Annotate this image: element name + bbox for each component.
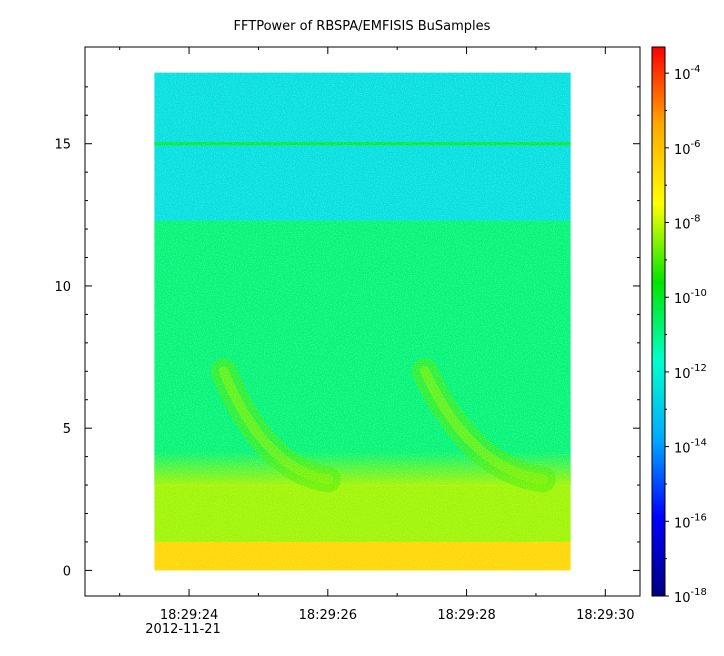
x-tick-sublabel: 2012-11-21 xyxy=(145,622,221,637)
plot-area xyxy=(85,47,640,596)
colorbar-tick-label: 10-12 xyxy=(674,363,707,382)
colorbar-tick-base: 10 xyxy=(674,143,691,158)
colorbar-tick-exponent: -8 xyxy=(691,214,701,225)
x-tick-label: 18:29:26 xyxy=(299,608,357,623)
colorbar-tick-exponent: -4 xyxy=(691,64,701,75)
x-tick-label: 18:29:28 xyxy=(437,608,495,623)
colorbar-tick-label: 10-18 xyxy=(674,587,707,606)
colorbar-tick-exponent: -10 xyxy=(691,288,707,299)
colorbar-tick-exponent: -12 xyxy=(691,363,707,374)
plot-frame xyxy=(84,46,641,597)
y-tick-label: 5 xyxy=(63,422,71,437)
colorbar-tick-base: 10 xyxy=(674,516,691,531)
colorbar-tick-exponent: -6 xyxy=(691,139,701,150)
colorbar-tick-base: 10 xyxy=(674,367,691,382)
x-tick-label: 18:29:30 xyxy=(576,608,634,623)
colorbar-tick-label: 10-4 xyxy=(674,64,701,83)
colorbar-tick-base: 10 xyxy=(674,218,691,233)
heatmap-noise xyxy=(154,72,571,571)
colorbar-tick-base: 10 xyxy=(674,591,691,606)
y-tick-label: 10 xyxy=(54,280,71,295)
colorbar-tick-base: 10 xyxy=(674,442,691,457)
x-tick-label: 18:29:24 xyxy=(160,608,218,623)
y-tick-label: 15 xyxy=(54,138,71,153)
colorbar-tick-label: 10-6 xyxy=(674,139,701,158)
colorbar-tick-exponent: -18 xyxy=(691,587,707,598)
colorbar-tick-exponent: -16 xyxy=(691,512,707,523)
colorbar-frame xyxy=(651,46,666,597)
chart-title: FFTPower of RBSPA/EMFISIS BuSamples xyxy=(234,19,491,34)
heatmap-noise-texture xyxy=(154,72,571,571)
colorbar-tick-label: 10-16 xyxy=(674,512,707,531)
colorbar-tick-label: 10-8 xyxy=(674,214,701,233)
colorbar-tick-base: 10 xyxy=(674,292,691,307)
colorbar-tick-label: 10-10 xyxy=(674,288,707,307)
colorbar-tick-base: 10 xyxy=(674,68,691,83)
colorbar-gradient xyxy=(652,47,665,596)
y-tick-label: 0 xyxy=(63,564,71,579)
y-axis: 0 5 10 15 xyxy=(54,86,640,579)
colorbar-tick-label: 10-14 xyxy=(674,438,707,457)
colorbar-tick-exponent: -14 xyxy=(691,438,707,449)
